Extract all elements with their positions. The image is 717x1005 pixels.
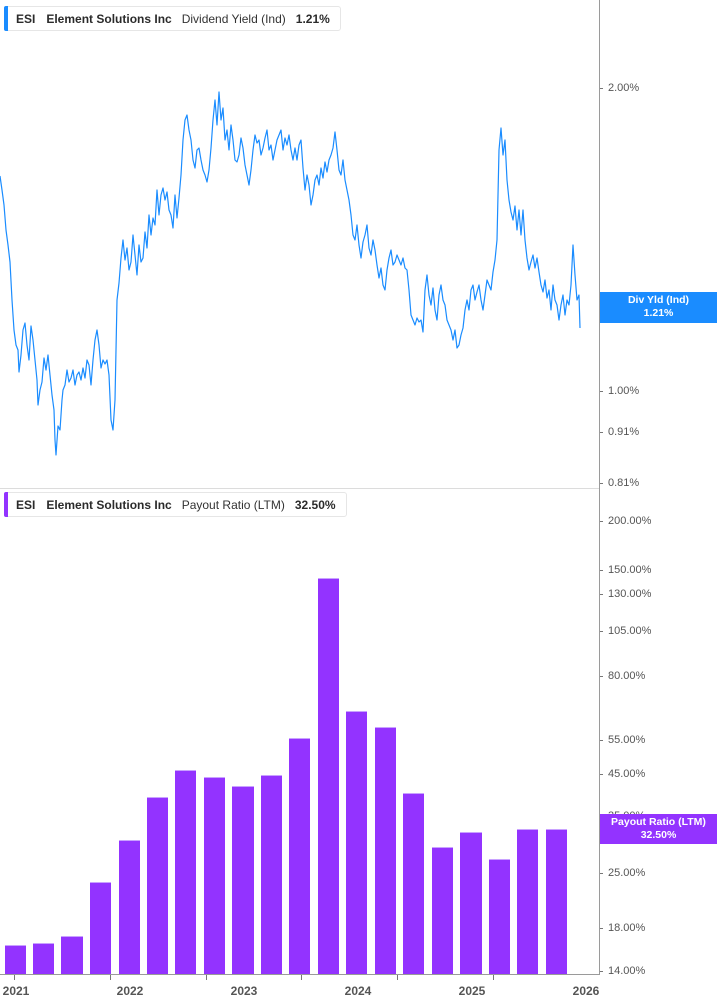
tick-mark (600, 391, 603, 392)
x-tick-label: 2021 (2, 984, 30, 998)
metric-label: Dividend Yield (Ind) (181, 11, 286, 26)
tick-mark (600, 971, 603, 972)
y-tick-label: 0.91% (608, 426, 640, 438)
bar (375, 727, 396, 974)
metric-label: Payout Ratio (LTM) (181, 497, 285, 512)
x-tick-label: 2022 (116, 984, 144, 998)
y-tick-label: 130.00% (608, 588, 652, 600)
dividend-yield-panel: ESI Element Solutions Inc Dividend Yield… (0, 0, 717, 489)
dividend-yield-line-plot (0, 91, 581, 456)
x-tick-label: 2025 (458, 984, 486, 998)
tick-mark (600, 873, 603, 874)
x-tick-mark (493, 975, 494, 980)
tick-mark (600, 570, 603, 571)
y-axis-line (599, 488, 600, 975)
company-name-label: Element Solutions Inc (46, 11, 172, 26)
y-tick-label: 105.00% (608, 625, 652, 637)
value-tag-title: Payout Ratio (LTM) (611, 816, 706, 828)
ticker-label: ESI (16, 11, 36, 26)
metric-value: 32.50% (294, 497, 336, 512)
y-tick-label: 2.00% (608, 82, 640, 94)
y-tick-label: 55.00% (608, 734, 646, 746)
ticker-label: ESI (16, 497, 36, 512)
bar (546, 829, 567, 974)
panel-divider (0, 488, 599, 489)
payout-ratio-legend[interactable]: ESI Element Solutions Inc Payout Ratio (… (4, 492, 347, 517)
x-tick-mark (397, 975, 398, 980)
bar (147, 797, 168, 974)
y-tick-label: 150.00% (608, 564, 652, 576)
value-tag-value: 1.21% (643, 307, 674, 319)
tick-mark (600, 521, 603, 522)
bar (5, 945, 26, 974)
bar (33, 943, 54, 974)
y-tick-label: 18.00% (608, 922, 646, 934)
y-tick-label: 45.00% (608, 768, 646, 780)
bar (204, 777, 225, 974)
x-tick-label: 2024 (344, 984, 372, 998)
tick-mark (600, 88, 603, 89)
x-axis-line (0, 974, 599, 975)
x-tick-mark (110, 975, 111, 980)
dividend-yield-line (0, 91, 581, 456)
bar (261, 775, 282, 974)
y-tick-label: 0.81% (608, 477, 640, 489)
y-tick-label: 14.00% (608, 965, 646, 977)
tick-mark (600, 774, 603, 775)
tick-mark (600, 594, 603, 595)
dividend-yield-legend[interactable]: ESI Element Solutions Inc Dividend Yield… (4, 6, 341, 31)
bar (90, 882, 111, 974)
bar (119, 840, 140, 974)
tick-mark (600, 676, 603, 677)
bar (289, 738, 310, 974)
tick-mark (600, 432, 603, 433)
x-tick-label: 2026 (572, 984, 600, 998)
x-tick-label: 2023 (230, 984, 258, 998)
tick-mark (600, 816, 603, 817)
x-tick-mark (301, 975, 302, 980)
x-tick-mark (14, 975, 15, 980)
tick-mark (600, 928, 603, 929)
current-value-tag: Div Yld (Ind) 1.21% (600, 292, 717, 323)
tick-mark (600, 631, 603, 632)
bar (432, 847, 453, 974)
bar (61, 936, 83, 974)
series-color-swatch (4, 492, 8, 517)
bar (517, 829, 538, 974)
bar (403, 793, 424, 974)
x-tick-mark (206, 975, 207, 980)
bar (232, 786, 254, 974)
y-tick-label: 35.00% (608, 810, 646, 822)
y-tick-label: 200.00% (608, 515, 652, 527)
bar (460, 832, 482, 974)
value-tag-title: Div Yld (Ind) (627, 294, 690, 306)
y-tick-label: 1.00% (608, 385, 640, 397)
bar (489, 859, 510, 974)
tick-mark (600, 740, 603, 741)
y-tick-label: 25.00% (608, 867, 646, 879)
metric-value: 1.21% (295, 11, 330, 26)
y-tick-label: 80.00% (608, 670, 646, 682)
y-axis-line (599, 0, 600, 488)
bar (346, 711, 367, 974)
company-name-label: Element Solutions Inc (46, 497, 172, 512)
bar (175, 770, 196, 974)
bar (318, 578, 339, 974)
series-color-swatch (4, 6, 8, 31)
value-tag-value: 32.50% (640, 829, 677, 841)
tick-mark (600, 483, 603, 484)
current-value-tag: Payout Ratio (LTM) 32.50% (600, 814, 717, 844)
